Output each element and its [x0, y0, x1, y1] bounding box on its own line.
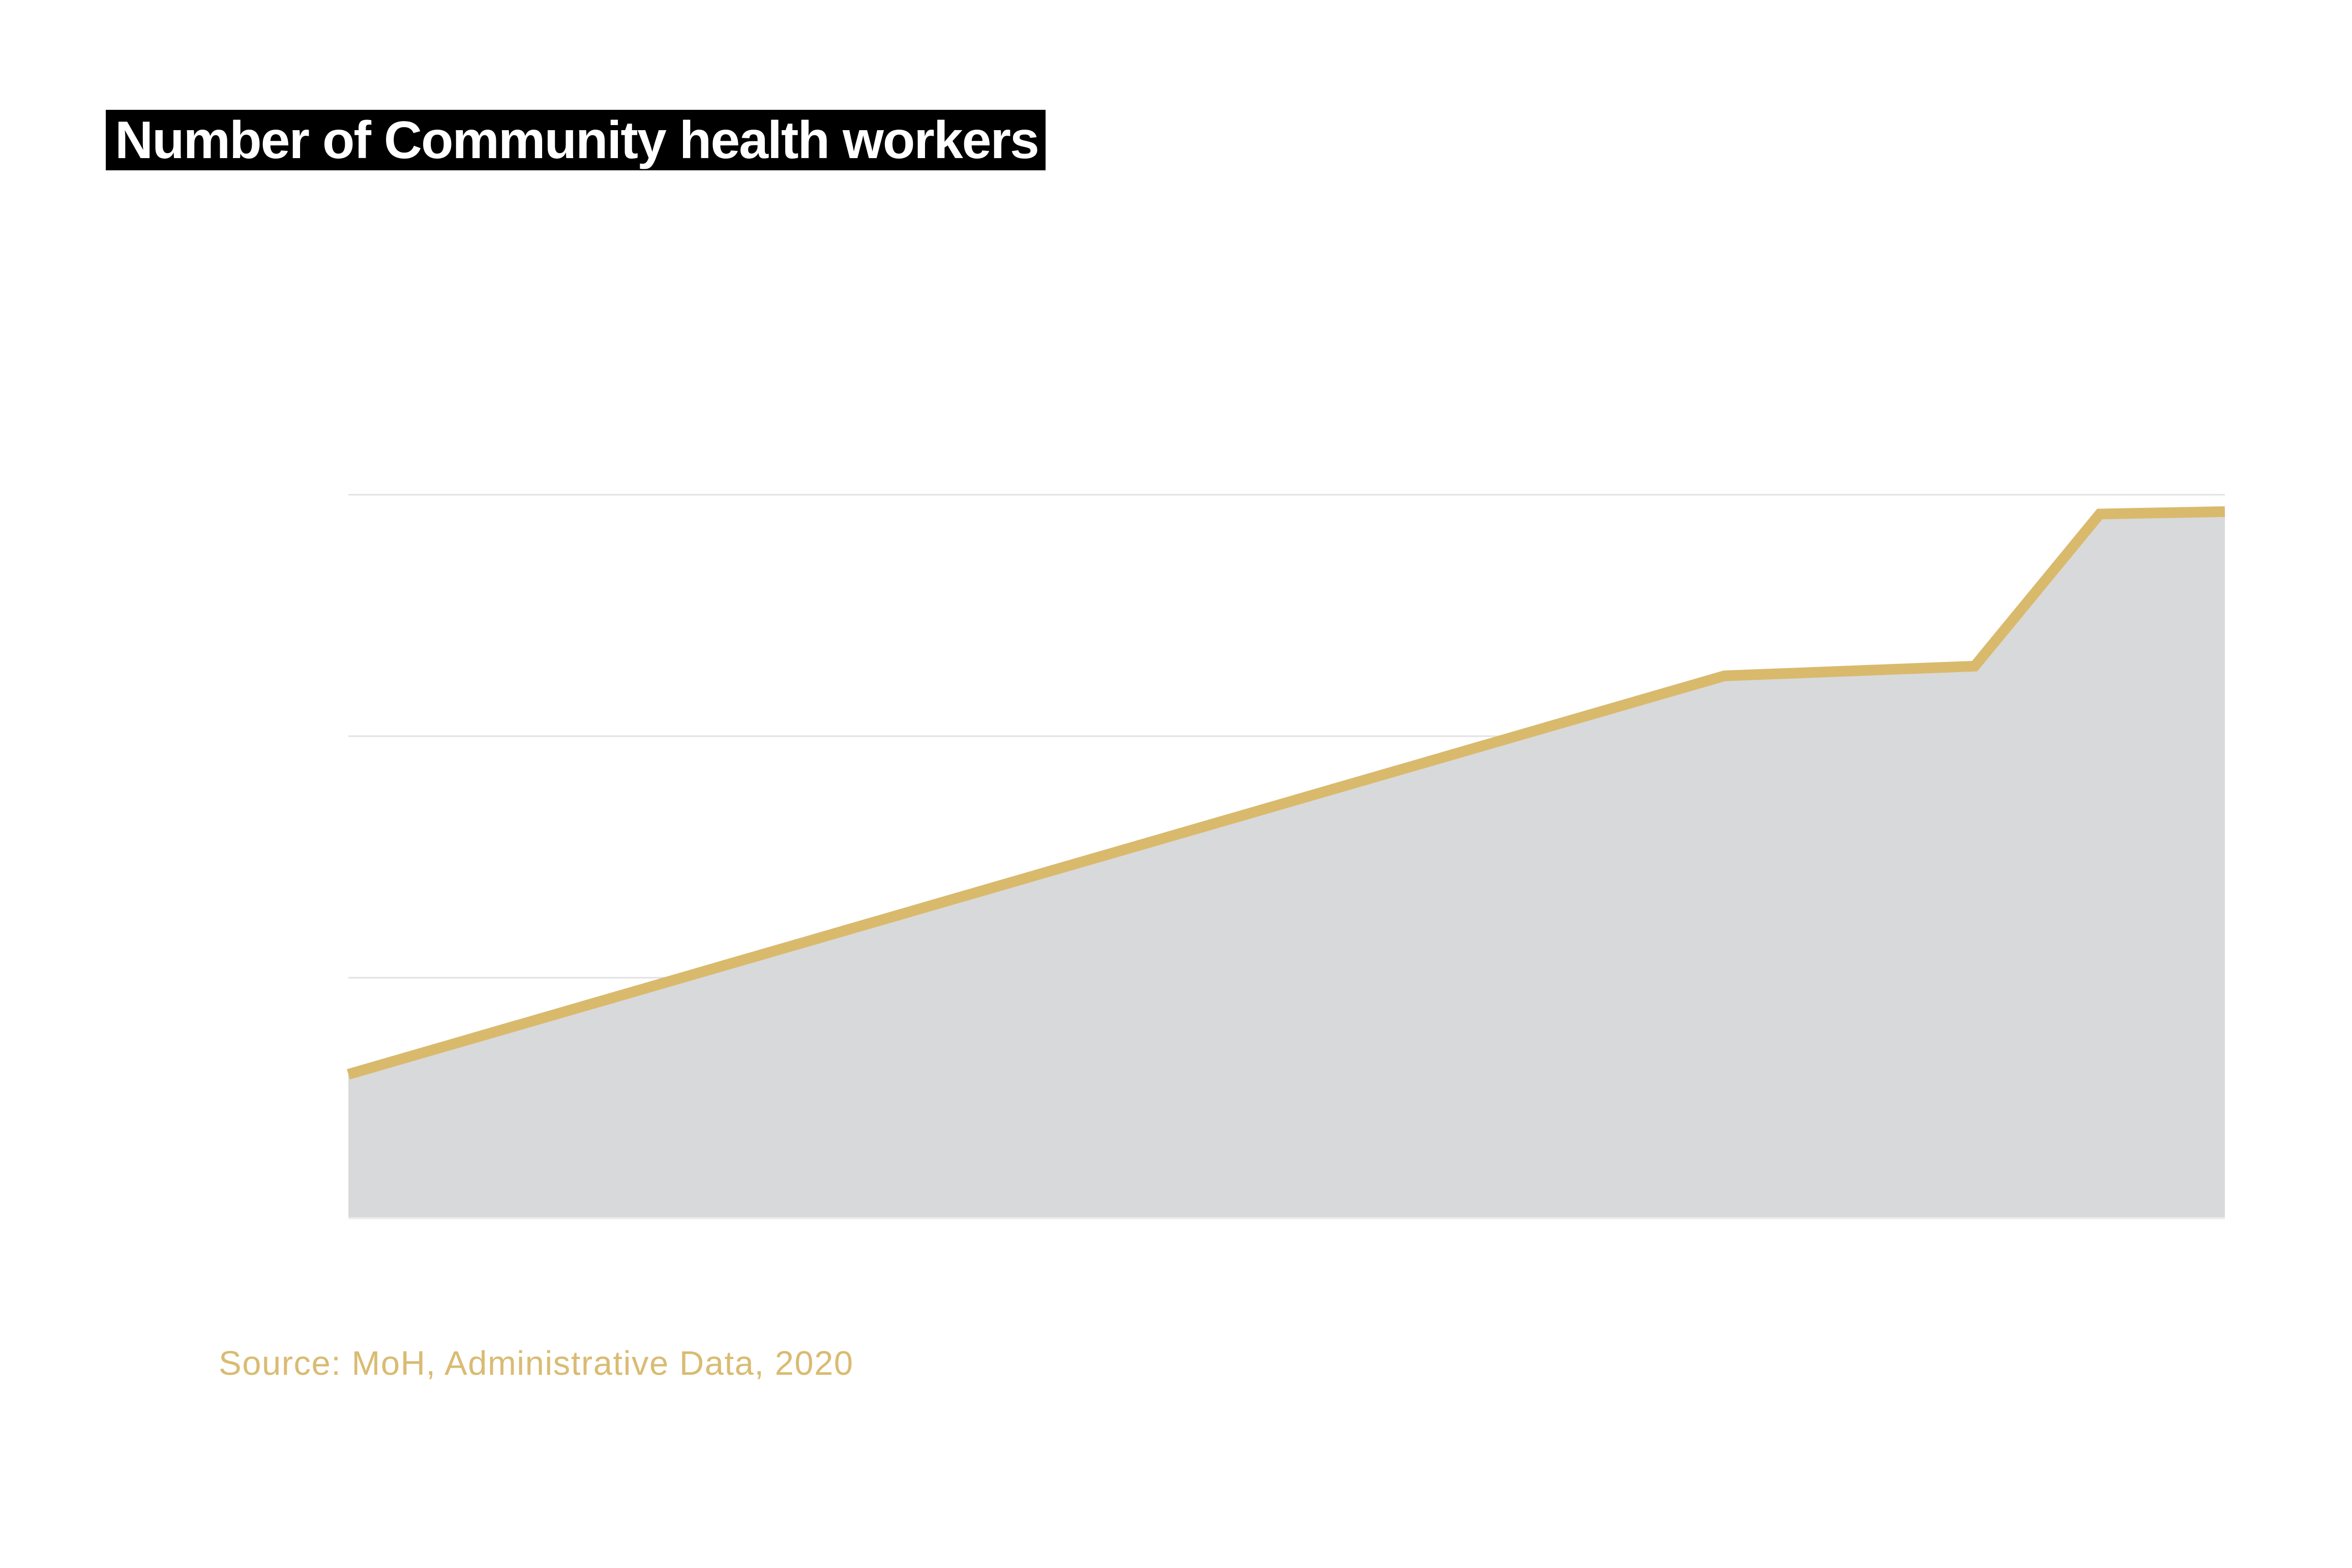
area-chart-svg — [347, 494, 2225, 1219]
chart-line — [347, 506, 2225, 1080]
title-highlight-bar: Number of Community health workers — [106, 110, 1046, 170]
source-note: Source: MoH, Administrative Data, 2020 — [219, 1344, 854, 1382]
chart-area-fill — [348, 511, 2225, 1219]
page-title: Number of Community health workers — [115, 110, 1039, 170]
area-chart — [347, 494, 2225, 1219]
